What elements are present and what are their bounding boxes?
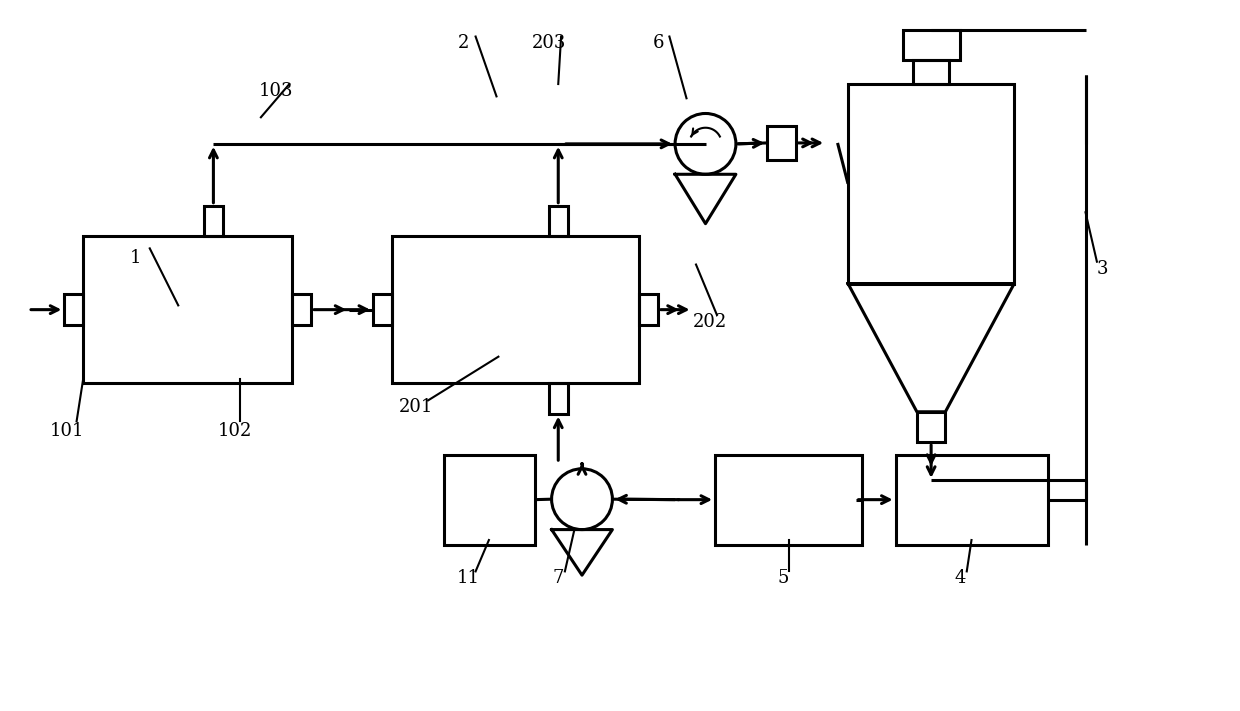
Text: 11: 11 (456, 569, 480, 587)
Text: 6: 6 (652, 34, 663, 52)
Text: 201: 201 (398, 398, 433, 416)
Text: 7: 7 (553, 569, 564, 587)
Bar (913, 60, 949, 84)
Bar (715, 454, 862, 545)
Text: 4: 4 (955, 569, 966, 587)
Text: 202: 202 (693, 313, 728, 331)
Bar (916, 412, 945, 442)
Bar (549, 205, 568, 236)
Text: 2: 2 (458, 34, 469, 52)
Text: 203: 203 (532, 34, 565, 52)
Text: 5: 5 (777, 569, 789, 587)
Bar (444, 454, 534, 545)
Bar (549, 383, 568, 414)
Bar (903, 30, 960, 60)
Bar (203, 205, 223, 236)
Text: 3: 3 (1097, 260, 1109, 278)
Text: 101: 101 (50, 422, 84, 440)
Bar (639, 294, 658, 325)
Bar (83, 236, 293, 383)
Bar (373, 294, 392, 325)
Text: 1: 1 (130, 249, 141, 267)
Bar (64, 294, 83, 325)
Bar (895, 454, 1048, 545)
Bar (293, 294, 311, 325)
Bar (848, 84, 1014, 284)
Bar (768, 126, 796, 160)
Bar (392, 236, 639, 383)
Text: 102: 102 (218, 422, 253, 440)
Text: 103: 103 (259, 82, 294, 100)
